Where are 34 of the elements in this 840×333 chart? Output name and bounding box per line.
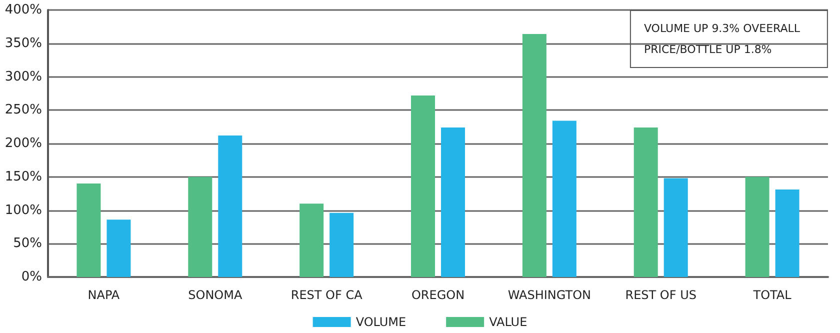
y-tick-label: 50% bbox=[13, 236, 42, 252]
x-tick-label: NAPA bbox=[88, 288, 120, 302]
y-tick-label: 200% bbox=[4, 136, 42, 151]
y-tick-label: 0% bbox=[21, 270, 42, 284]
bar bbox=[106, 220, 131, 277]
y-tick-label: 150% bbox=[4, 169, 42, 184]
x-tick-label: WASHINGTON bbox=[508, 288, 592, 302]
bar bbox=[330, 212, 354, 277]
bar bbox=[411, 95, 435, 277]
bar bbox=[218, 135, 242, 277]
y-tick-label: 300% bbox=[4, 69, 42, 84]
legend-label: VOLUME bbox=[356, 315, 406, 329]
legend-label: VALUE bbox=[489, 315, 528, 329]
bar bbox=[775, 190, 800, 277]
bar bbox=[634, 127, 658, 277]
x-tick-label: SONOMA bbox=[188, 288, 243, 302]
x-tick-label: OREGON bbox=[411, 288, 465, 302]
y-tick-label: 350% bbox=[4, 36, 42, 51]
y-tick-label: 100% bbox=[4, 202, 42, 218]
bar bbox=[441, 127, 465, 277]
x-tick-label: TOTAL bbox=[752, 288, 792, 302]
bar bbox=[522, 34, 546, 277]
x-tick-label: REST OF CA bbox=[290, 288, 364, 302]
y-tick-label: 250% bbox=[4, 102, 42, 118]
annotation: PRICE/BOTTLE UP 1.8% bbox=[644, 43, 772, 56]
bar bbox=[188, 176, 212, 277]
y-tick-label: 400% bbox=[4, 2, 42, 18]
bar bbox=[664, 178, 688, 277]
bar bbox=[552, 120, 576, 277]
bar bbox=[745, 176, 770, 277]
x-tick-label: REST OF US bbox=[625, 288, 696, 302]
bar bbox=[300, 204, 324, 277]
bar bbox=[76, 184, 101, 277]
annotation: VOLUME UP 9.3% OVEERALL bbox=[644, 22, 801, 35]
